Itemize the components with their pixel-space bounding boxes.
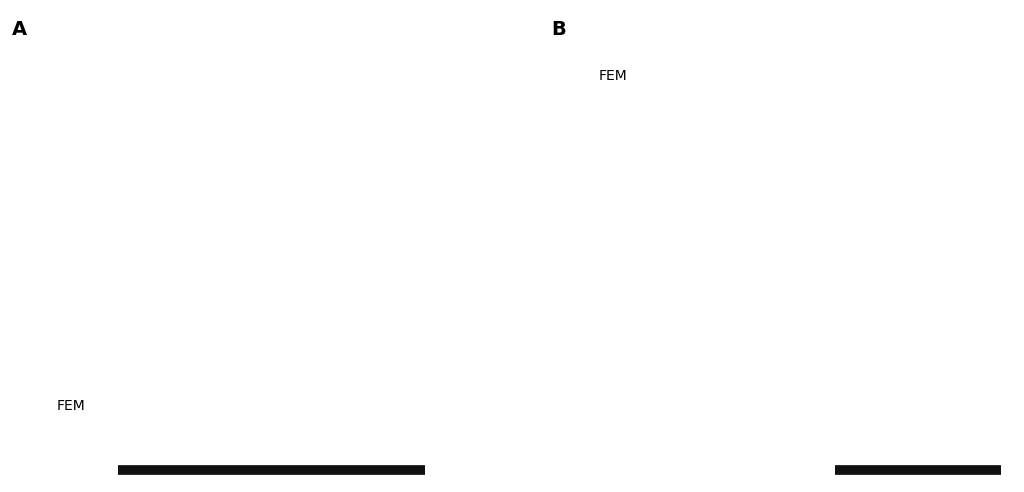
Text: FEM: FEM xyxy=(599,69,628,83)
Text: B: B xyxy=(551,20,565,39)
Text: FEM: FEM xyxy=(56,399,85,413)
Text: A: A xyxy=(12,20,28,39)
